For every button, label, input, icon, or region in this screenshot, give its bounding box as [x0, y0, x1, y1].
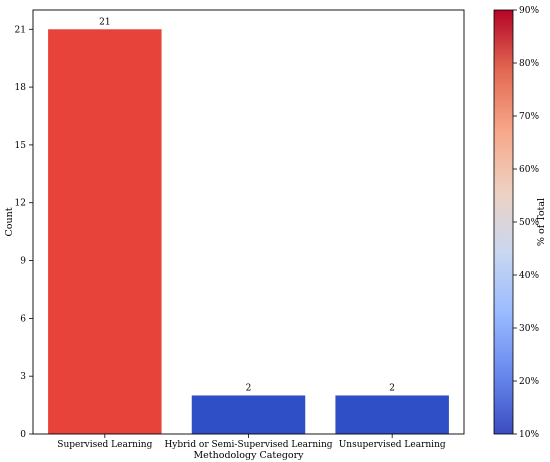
y-tick-label: 0 — [20, 430, 26, 440]
colorbar-tick-label: 50% — [519, 218, 539, 228]
x-tick-label: Unsupervised Learning — [339, 440, 446, 450]
colorbar-tick-label: 40% — [519, 271, 539, 281]
bar — [335, 395, 449, 434]
y-tick-label: 6 — [20, 314, 26, 324]
y-tick-label: 3 — [20, 372, 26, 382]
x-axis-title: Methodology Category — [193, 450, 304, 461]
y-tick-label: 12 — [15, 199, 26, 209]
y-tick-label: 21 — [15, 25, 26, 35]
colorbar-tick-label: 60% — [519, 165, 539, 175]
colorbar-tick-label: 20% — [519, 377, 539, 387]
plot-area: 21 Supervised Learning 2 Hybrid or Semi-Sup… — [4, 9, 465, 461]
plot-frame — [32, 9, 465, 435]
bar — [48, 29, 162, 434]
y-tick-label: 15 — [15, 141, 27, 151]
colorbar-title: % of Total — [536, 198, 547, 246]
x-tick-label: Supervised Learning — [57, 440, 152, 450]
bar-value-label: 2 — [389, 383, 395, 393]
colorbar-tick-label: 30% — [519, 324, 539, 334]
colorbar-tick-label: 80% — [519, 59, 539, 69]
x-tick-label: Hybrid or Semi-Supervised Learning — [164, 440, 332, 450]
colorbar-tick-label: 90% — [519, 6, 539, 16]
bar-value-label: 2 — [246, 383, 252, 393]
colorbar-gradient — [493, 9, 514, 435]
colorbar: 10% 20% 30% 40% 50% 60% 70% 80% 90% % of Total — [493, 6, 547, 440]
colorbar-tick-label: 70% — [519, 112, 539, 122]
bar — [191, 395, 306, 434]
colorbar-tick-label: 10% — [519, 430, 539, 440]
y-tick-label: 9 — [20, 257, 26, 267]
y-tick-label: 18 — [15, 83, 27, 93]
y-axis-title: Count — [4, 207, 15, 236]
bar-value-label: 21 — [99, 17, 110, 27]
